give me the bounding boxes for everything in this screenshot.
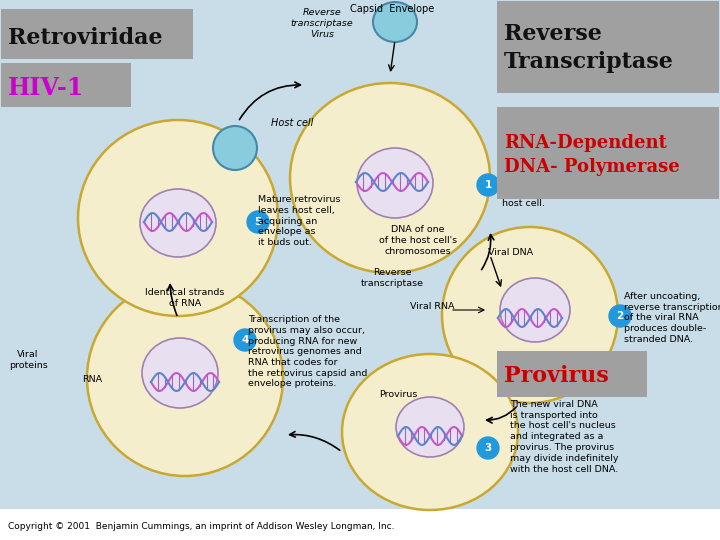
Text: 2: 2 xyxy=(616,311,624,321)
Ellipse shape xyxy=(290,83,490,273)
Text: DNA of one
of the host cell's
chromosomes: DNA of one of the host cell's chromosome… xyxy=(379,225,457,255)
Circle shape xyxy=(477,437,499,459)
Text: Viral DNA: Viral DNA xyxy=(488,248,533,257)
Ellipse shape xyxy=(357,148,433,218)
Ellipse shape xyxy=(396,397,464,457)
Text: Reverse
transcriptase: Reverse transcriptase xyxy=(291,8,354,28)
Text: Mature retrovirus
leaves host cell,
acquiring an
envelope as
it buds out.: Mature retrovirus leaves host cell, acqu… xyxy=(258,195,341,247)
Text: Viral RNA: Viral RNA xyxy=(410,302,454,311)
Ellipse shape xyxy=(142,338,218,408)
Text: 4: 4 xyxy=(241,335,248,345)
Text: Copyright © 2001  Benjamin Cummings, an imprint of Addison Wesley Longman, Inc.: Copyright © 2001 Benjamin Cummings, an i… xyxy=(8,522,395,531)
Text: Retroviridae: Retroviridae xyxy=(8,27,163,49)
Text: 5: 5 xyxy=(254,217,261,227)
Text: Reverse
transcriptase: Reverse transcriptase xyxy=(361,268,423,288)
Ellipse shape xyxy=(373,2,417,42)
Ellipse shape xyxy=(442,227,618,403)
Text: Two identical +
stands of RNA: Two identical + stands of RNA xyxy=(512,8,584,28)
Text: Host cell: Host cell xyxy=(271,118,313,128)
Text: Retrovirus
penetrates
host cell.: Retrovirus penetrates host cell. xyxy=(502,178,554,208)
FancyBboxPatch shape xyxy=(497,107,719,199)
Text: Virus: Virus xyxy=(310,30,334,39)
Ellipse shape xyxy=(342,354,518,510)
Ellipse shape xyxy=(87,280,283,476)
FancyBboxPatch shape xyxy=(497,1,719,93)
Text: Provirus: Provirus xyxy=(379,390,417,399)
Text: Transcription of the
provirus may also occur,
producing RNA for new
retrovirus g: Transcription of the provirus may also o… xyxy=(248,315,367,388)
Text: 3: 3 xyxy=(485,443,492,453)
Circle shape xyxy=(609,305,631,327)
Ellipse shape xyxy=(140,189,216,257)
Circle shape xyxy=(477,174,499,196)
Text: 1: 1 xyxy=(485,180,492,190)
Text: Provirus: Provirus xyxy=(504,365,608,387)
Text: Reverse
Transcriptase: Reverse Transcriptase xyxy=(504,23,674,73)
Text: Identical strands
of RNA: Identical strands of RNA xyxy=(145,288,225,308)
Circle shape xyxy=(247,211,269,233)
Text: Capsid  Envelope: Capsid Envelope xyxy=(350,4,434,14)
Text: The new viral DNA
is transported into
the host cell's nucleus
and integrated as : The new viral DNA is transported into th… xyxy=(510,400,618,474)
FancyBboxPatch shape xyxy=(0,0,720,516)
Ellipse shape xyxy=(78,120,278,316)
FancyBboxPatch shape xyxy=(1,63,131,107)
Text: Viral
proteins: Viral proteins xyxy=(9,350,48,370)
Ellipse shape xyxy=(213,126,257,170)
Ellipse shape xyxy=(500,278,570,342)
Text: RNA-Dependent
DNA- Polymerase: RNA-Dependent DNA- Polymerase xyxy=(504,134,680,176)
Text: After uncoating,
reverse transcription
of the viral RNA
produces double-
strande: After uncoating, reverse transcription o… xyxy=(624,292,720,344)
FancyBboxPatch shape xyxy=(497,351,647,397)
Circle shape xyxy=(234,329,256,351)
Text: RNA: RNA xyxy=(82,375,102,384)
FancyBboxPatch shape xyxy=(0,509,720,540)
FancyBboxPatch shape xyxy=(1,9,193,59)
Text: HIV-1: HIV-1 xyxy=(8,76,84,100)
